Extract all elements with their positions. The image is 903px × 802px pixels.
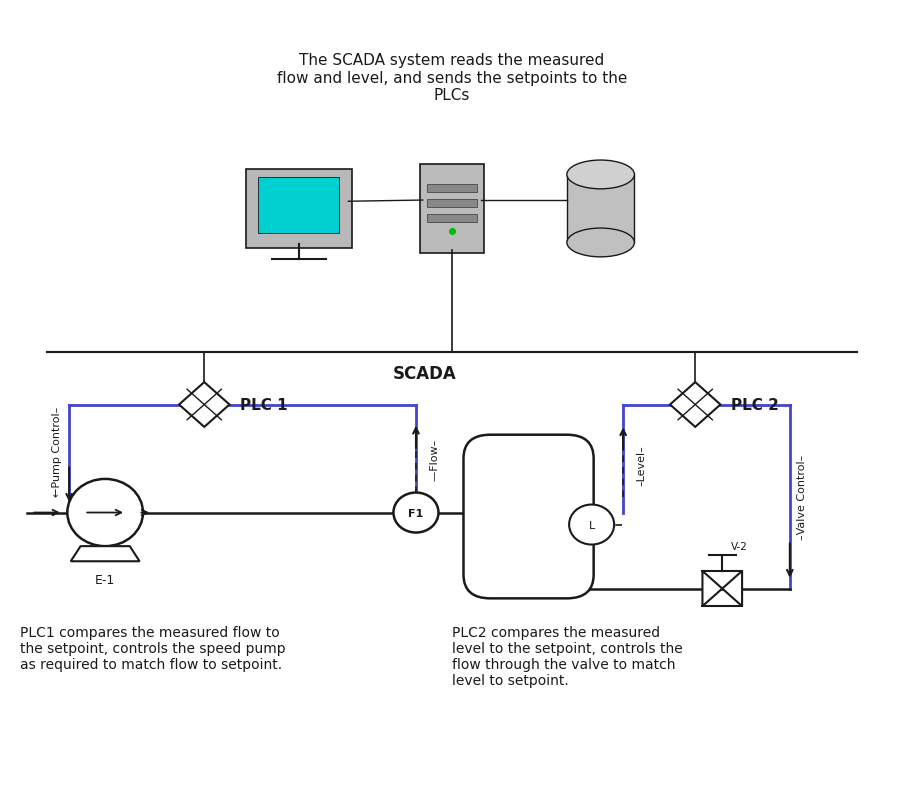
Polygon shape [721,571,741,606]
Text: PLC 1: PLC 1 [240,398,287,412]
Text: E-1: E-1 [95,573,116,586]
Ellipse shape [566,229,634,257]
FancyBboxPatch shape [427,199,476,207]
FancyBboxPatch shape [427,214,476,222]
FancyBboxPatch shape [258,177,340,233]
FancyBboxPatch shape [420,165,483,253]
Text: ←Pump Control–: ←Pump Control– [52,406,62,496]
Text: L: L [588,520,594,530]
Circle shape [67,480,143,546]
Polygon shape [179,383,229,427]
Text: The SCADA system reads the measured
flow and level, and sends the setpoints to t: The SCADA system reads the measured flow… [276,54,627,103]
Text: –Level–: –Level– [636,444,646,485]
Text: –Valve Control–: –Valve Control– [796,455,805,540]
Circle shape [569,505,613,545]
FancyBboxPatch shape [246,170,351,249]
FancyBboxPatch shape [463,435,593,598]
FancyBboxPatch shape [427,185,476,193]
Bar [566,175,634,243]
Ellipse shape [566,161,634,189]
Text: F1: F1 [408,508,424,518]
Text: V-2: V-2 [731,541,748,551]
Polygon shape [702,571,721,606]
Text: PLC1 compares the measured flow to
the setpoint, controls the speed pump
as requ: PLC1 compares the measured flow to the s… [20,625,284,671]
Polygon shape [669,383,720,427]
Text: PLC 2: PLC 2 [731,398,778,412]
Circle shape [393,493,438,533]
Text: PLC2 compares the measured
level to the setpoint, controls the
flow through the : PLC2 compares the measured level to the … [452,625,682,687]
Polygon shape [70,546,139,561]
Text: ––Flow–: ––Flow– [429,438,439,480]
Text: SCADA: SCADA [393,365,456,383]
